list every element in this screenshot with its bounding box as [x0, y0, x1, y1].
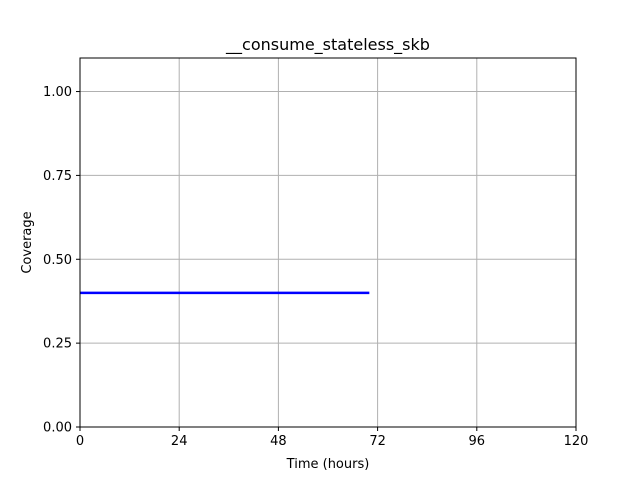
x-tick-label: 24 [171, 434, 188, 449]
y-tick-label: 0.25 [43, 337, 72, 352]
x-axis-ticks: 0 24 48 72 96 120 [76, 427, 589, 449]
x-tick-label: 96 [469, 434, 486, 449]
x-tick-label: 72 [369, 434, 386, 449]
x-tick-label: 120 [564, 434, 589, 449]
x-tick-label: 0 [76, 434, 84, 449]
y-tick-label: 1.00 [43, 85, 72, 100]
x-tick-label: 48 [270, 434, 287, 449]
y-axis-label: Coverage [20, 211, 35, 273]
y-tick-label: 0.75 [43, 169, 72, 184]
chart-title: __consume_stateless_skb [225, 35, 430, 55]
y-tick-label: 0.50 [43, 253, 72, 268]
y-axis-ticks: 0.00 0.25 0.50 0.75 1.00 [43, 85, 80, 436]
plot-frame [79, 57, 577, 428]
y-tick-label: 0.00 [43, 421, 72, 436]
x-axis-label: Time (hours) [286, 457, 370, 472]
